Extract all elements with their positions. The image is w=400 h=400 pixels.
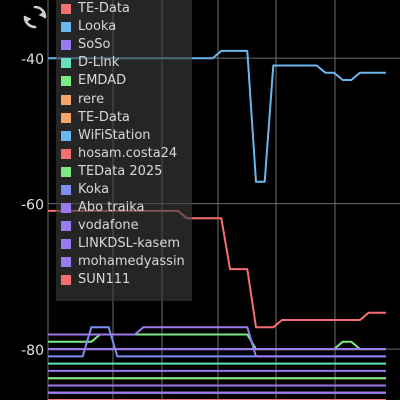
legend-item: Abo traika [56, 199, 192, 217]
legend-swatch [61, 257, 71, 268]
legend-label: Looka [78, 19, 117, 35]
legend-label: SUN111 [78, 272, 131, 288]
legend-swatch [61, 239, 71, 250]
legend-item: LINKDSL-kasem [56, 235, 192, 253]
legend-item: TE-Data [56, 0, 192, 18]
legend-label: LINKDSL-kasem [78, 236, 180, 252]
legend-swatch [61, 130, 71, 141]
legend-item: SoSo [56, 36, 192, 54]
refresh-icon[interactable] [22, 4, 48, 30]
legend-swatch [61, 112, 71, 123]
legend-swatch [61, 148, 71, 159]
chart-legend: TE-Data Looka SoSo D-Link EMDAD rere TE-Data Wi… [56, 0, 192, 301]
legend-swatch [61, 58, 71, 69]
legend-item: vodafone [56, 217, 192, 235]
legend-swatch [61, 203, 71, 214]
y-tick-label: -60 [21, 198, 44, 214]
legend-swatch [61, 4, 71, 15]
legend-item: SUN111 [56, 271, 192, 289]
y-tick-label: -80 [21, 343, 44, 359]
legend-label: EMDAD [78, 73, 127, 89]
legend-swatch [61, 76, 71, 87]
legend-label: rere [78, 91, 105, 107]
legend-item: TE-Data [56, 109, 192, 127]
legend-label: mohamedyassin [78, 254, 185, 270]
legend-item: WiFiStation [56, 127, 192, 145]
legend-label: TEData 2025 [78, 163, 163, 179]
legend-item: Koka [56, 181, 192, 199]
legend-label: D-Link [78, 55, 120, 71]
legend-swatch [61, 184, 71, 195]
legend-label: SoSo [78, 37, 111, 53]
legend-swatch [61, 22, 71, 33]
legend-swatch [61, 166, 71, 177]
legend-label: vodafone [78, 218, 139, 234]
legend-item: rere [56, 90, 192, 108]
legend-swatch [61, 275, 71, 286]
y-tick-label: -40 [21, 52, 44, 68]
legend-item: hosam.costa24 [56, 145, 192, 163]
legend-item: TEData 2025 [56, 163, 192, 181]
legend-label: Koka [78, 181, 110, 197]
legend-swatch [61, 221, 71, 232]
legend-item: D-Link [56, 54, 192, 72]
legend-label: TE-Data [78, 109, 130, 125]
legend-label: Abo traika [78, 200, 145, 216]
legend-item: Looka [56, 18, 192, 36]
legend-item: EMDAD [56, 72, 192, 90]
legend-label: hosam.costa24 [78, 145, 178, 161]
series-line-vodafone [48, 326, 386, 358]
legend-item: mohamedyassin [56, 253, 192, 271]
legend-label: TE-Data [78, 1, 130, 17]
legend-swatch [61, 40, 71, 51]
legend-swatch [61, 94, 71, 105]
legend-label: WiFiStation [78, 127, 151, 143]
